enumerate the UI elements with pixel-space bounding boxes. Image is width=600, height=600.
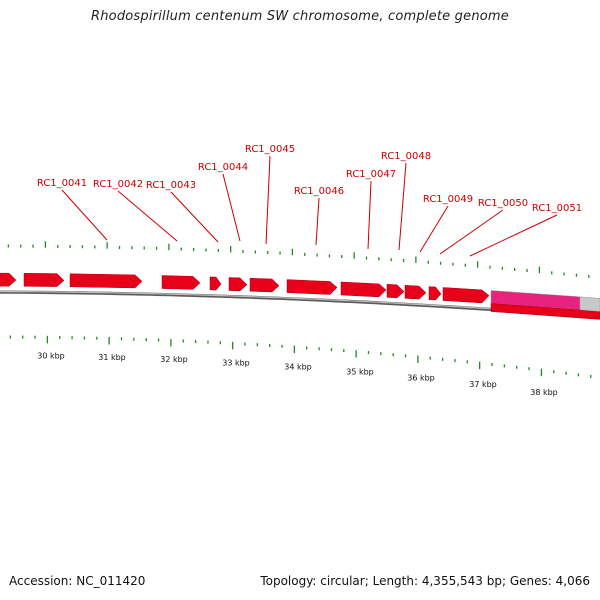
gene-label: RC1_0051 xyxy=(532,203,582,214)
kbp-label: 35 kbp xyxy=(346,367,374,376)
gene-arrow xyxy=(442,287,490,304)
leader-line xyxy=(419,205,449,253)
gene-arrow xyxy=(404,285,427,300)
kbp-label: 38 kbp xyxy=(530,388,558,397)
kbp-label: 37 kbp xyxy=(469,380,497,389)
topology-label: Topology: xyxy=(260,574,317,588)
map-title: Rhodospirillum centenum SW chromosome, c… xyxy=(91,9,509,24)
accession-label: Accession: xyxy=(9,574,73,588)
accession-info: Accession: NC_011420 xyxy=(9,574,145,588)
kbp-label: 30 kbp xyxy=(37,351,65,360)
gene-label: RC1_0047 xyxy=(346,169,396,180)
gene-label: RC1_0041 xyxy=(37,178,87,189)
genes-label: Genes: xyxy=(509,574,552,588)
leader-line xyxy=(439,209,504,255)
gene-label: RC1_0042 xyxy=(93,179,143,190)
gene-label: RC1_0049 xyxy=(423,194,473,205)
gene-label: RC1_0050 xyxy=(478,198,528,209)
gene-arrow xyxy=(69,273,143,289)
gene-track xyxy=(0,272,600,320)
gene-label-leaders xyxy=(61,155,558,257)
kbp-label: 31 kbp xyxy=(98,353,126,362)
gene-label: RC1_0043 xyxy=(146,180,196,191)
leader-line xyxy=(222,173,241,242)
kbp-label: 33 kbp xyxy=(222,358,250,367)
leader-line xyxy=(170,191,219,243)
gene-arrow xyxy=(428,286,442,301)
leader-line xyxy=(315,197,320,246)
gene-arrow xyxy=(161,275,201,290)
leader-line xyxy=(117,190,178,242)
leader-line xyxy=(398,162,407,251)
gene-label: RC1_0044 xyxy=(198,162,248,173)
kbp-label: 36 kbp xyxy=(407,373,435,382)
gene-arrow xyxy=(209,276,222,291)
gene-arrow xyxy=(286,279,338,295)
gene-arrow xyxy=(23,273,65,287)
gene-arrow xyxy=(579,296,600,312)
length-value: 4,355,543 bp xyxy=(421,574,502,588)
kbp-label: 32 kbp xyxy=(160,355,188,364)
gene-arrow xyxy=(249,277,280,293)
leader-line xyxy=(469,214,558,257)
genes-value: 4,066 xyxy=(555,574,590,588)
gene-arrow xyxy=(228,277,248,292)
gene-arrow xyxy=(0,272,17,287)
inner-tick-track xyxy=(9,335,592,378)
gene-label: RC1_0048 xyxy=(381,151,431,162)
length-label: Length: xyxy=(372,574,419,588)
kbp-scale-labels: 30 kbp 31 kbp 32 kbp 33 kbp 34 kbp 35 kbp 36 k… xyxy=(37,351,558,396)
topology-value: circular xyxy=(320,574,365,588)
gene-label: RC1_0045 xyxy=(245,144,295,155)
genome-stats: Topology: circular; Length: 4,355,543 bp… xyxy=(260,574,590,588)
gene-label: RC1_0046 xyxy=(294,186,344,197)
kbp-label: 34 kbp xyxy=(284,362,312,371)
leader-line xyxy=(367,180,372,250)
leader-line xyxy=(265,155,271,245)
outer-tick-track xyxy=(7,241,590,278)
gene-arrow xyxy=(340,281,387,298)
accession-value: NC_011420 xyxy=(76,574,146,588)
gene-arrow xyxy=(386,284,405,299)
gene-arrow xyxy=(490,303,600,320)
leader-line xyxy=(61,189,108,241)
